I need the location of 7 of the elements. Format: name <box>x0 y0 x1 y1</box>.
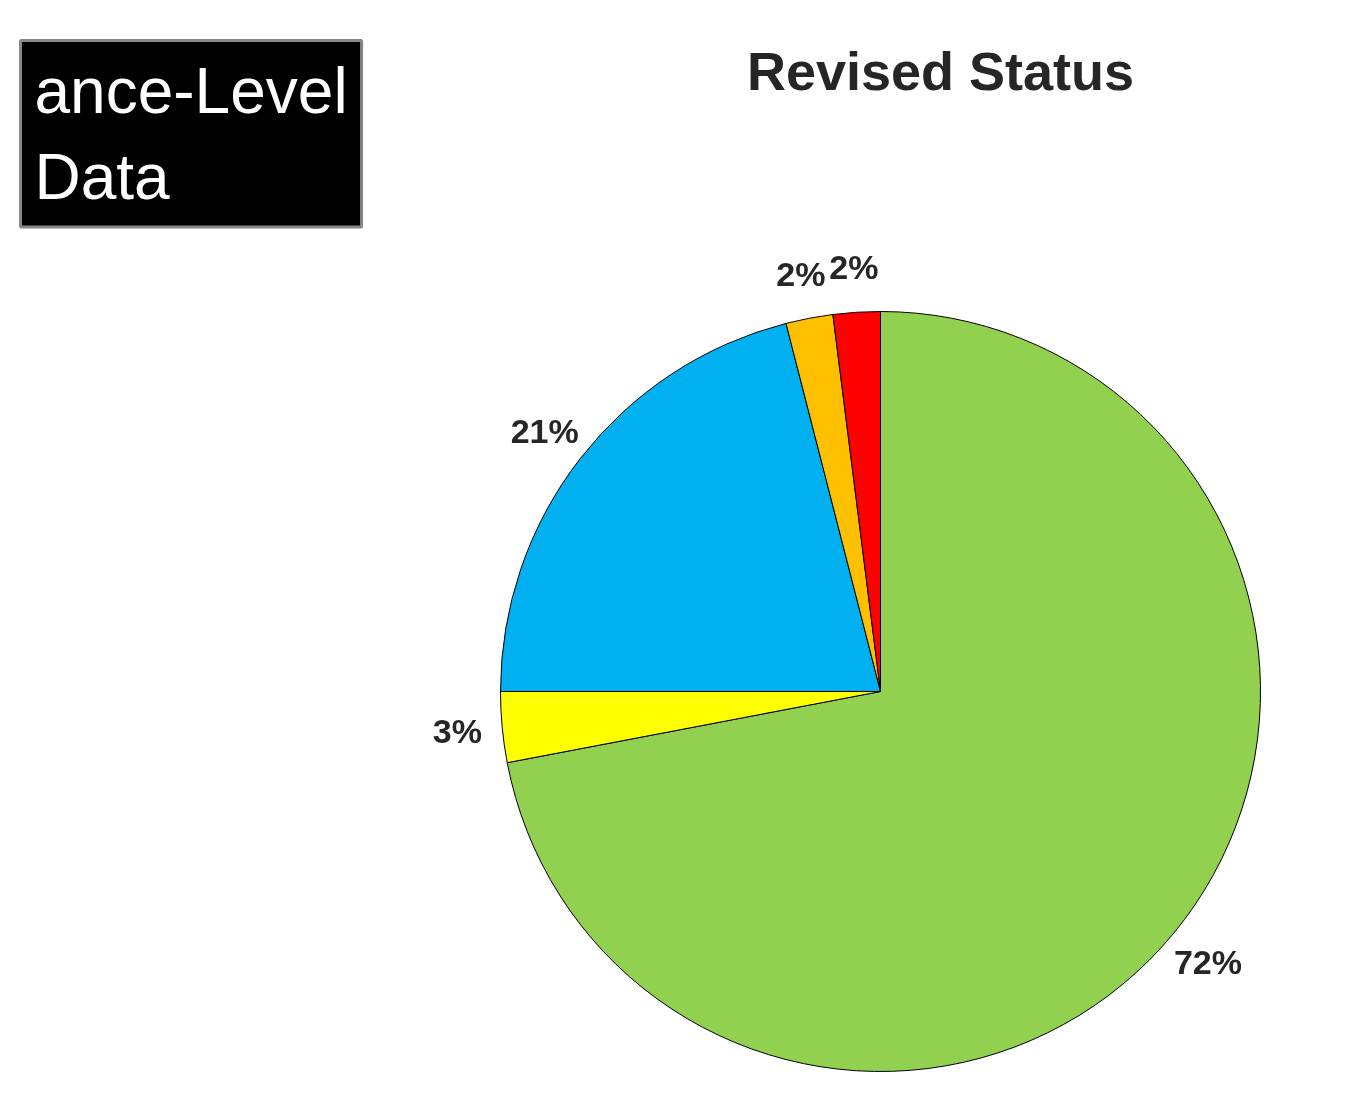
data-label: 21% <box>510 412 579 451</box>
data-label: 72% <box>1173 943 1243 982</box>
data-label: 2% <box>776 255 826 294</box>
text: ance-Level Data <box>34 54 348 213</box>
data-label: 3% <box>432 712 482 751</box>
chart-title: Revised Status <box>746 40 1135 101</box>
data-label: 2% <box>829 248 879 287</box>
